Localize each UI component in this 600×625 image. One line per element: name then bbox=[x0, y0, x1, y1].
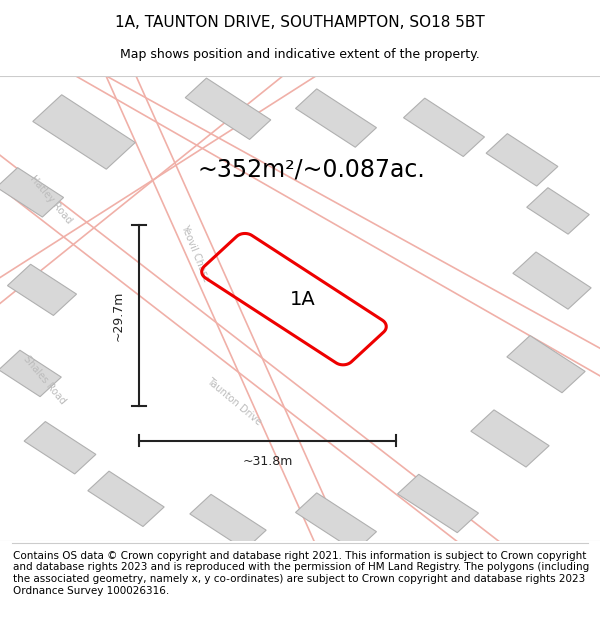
Polygon shape bbox=[527, 188, 589, 234]
Polygon shape bbox=[24, 421, 96, 474]
Polygon shape bbox=[513, 252, 591, 309]
Text: Taunton Drive: Taunton Drive bbox=[205, 376, 263, 427]
Text: Yeovil Chase: Yeovil Chase bbox=[179, 222, 211, 283]
Polygon shape bbox=[185, 78, 271, 139]
Polygon shape bbox=[404, 98, 484, 156]
Text: Hatley Road: Hatley Road bbox=[28, 173, 74, 225]
Text: Shales Road: Shales Road bbox=[22, 354, 68, 407]
Polygon shape bbox=[507, 336, 585, 392]
Text: Map shows position and indicative extent of the property.: Map shows position and indicative extent… bbox=[120, 48, 480, 61]
Polygon shape bbox=[0, 168, 64, 217]
Polygon shape bbox=[486, 134, 558, 186]
Text: 1A: 1A bbox=[290, 289, 316, 309]
Polygon shape bbox=[296, 493, 376, 551]
Polygon shape bbox=[7, 264, 77, 316]
Polygon shape bbox=[0, 350, 61, 397]
Polygon shape bbox=[398, 474, 478, 532]
Text: ~352m²/~0.087ac.: ~352m²/~0.087ac. bbox=[198, 157, 426, 181]
Polygon shape bbox=[296, 89, 376, 148]
Polygon shape bbox=[88, 471, 164, 526]
Polygon shape bbox=[33, 95, 135, 169]
Text: Contains OS data © Crown copyright and database right 2021. This information is : Contains OS data © Crown copyright and d… bbox=[13, 551, 589, 596]
Text: ~29.7m: ~29.7m bbox=[111, 290, 124, 341]
Polygon shape bbox=[471, 410, 549, 467]
Text: ~31.8m: ~31.8m bbox=[242, 455, 293, 468]
Polygon shape bbox=[190, 494, 266, 550]
Text: 1A, TAUNTON DRIVE, SOUTHAMPTON, SO18 5BT: 1A, TAUNTON DRIVE, SOUTHAMPTON, SO18 5BT bbox=[115, 16, 485, 31]
